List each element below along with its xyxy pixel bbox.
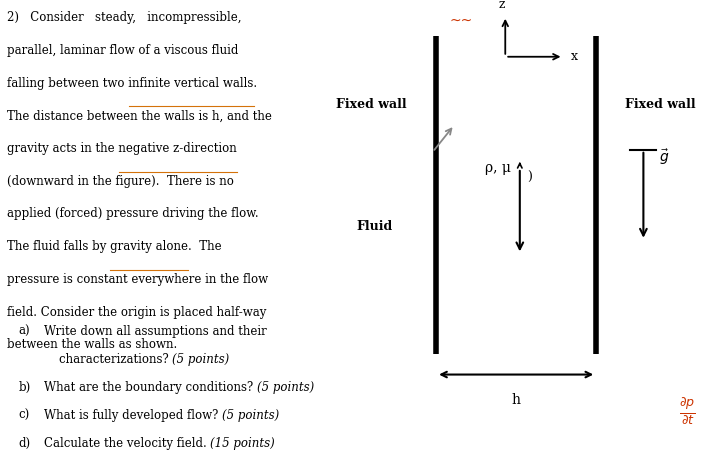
Text: 2)   Consider   steady,   incompressible,: 2) Consider steady, incompressible,	[7, 11, 242, 25]
Text: $\frac{\partial p}{\partial t}$: $\frac{\partial p}{\partial t}$	[679, 396, 695, 427]
Text: a): a)	[18, 325, 30, 338]
Text: gravity acts in the negative z-direction: gravity acts in the negative z-direction	[7, 142, 237, 155]
Text: pressure is constant everywhere in the flow: pressure is constant everywhere in the f…	[7, 273, 268, 286]
Text: Fluid: Fluid	[356, 221, 393, 233]
Text: z: z	[499, 0, 505, 11]
Text: d): d)	[18, 437, 31, 450]
Text: (5 points): (5 points)	[222, 409, 279, 422]
Text: c): c)	[18, 409, 29, 422]
Text: ~~: ~~	[450, 14, 473, 28]
Text: (15 points): (15 points)	[210, 437, 275, 450]
Text: falling between two infinite vertical walls.: falling between two infinite vertical wa…	[7, 77, 257, 90]
Text: between the walls as shown.: between the walls as shown.	[7, 338, 177, 351]
Text: (5 points): (5 points)	[172, 353, 230, 366]
Text: Write down all assumptions and their: Write down all assumptions and their	[44, 325, 266, 338]
Text: field. Consider the origin is placed half-way: field. Consider the origin is placed hal…	[7, 306, 267, 319]
Text: Calculate the velocity field.: Calculate the velocity field.	[44, 437, 210, 450]
Text: (5 points): (5 points)	[257, 381, 314, 394]
Text: (downward in the figure).  There is no: (downward in the figure). There is no	[7, 175, 234, 188]
Text: b): b)	[18, 381, 31, 394]
Text: $\vec{g}$: $\vec{g}$	[659, 148, 670, 167]
Text: ρ, μ: ρ, μ	[485, 161, 511, 175]
Text: What is fully developed flow?: What is fully developed flow?	[44, 409, 222, 422]
Text: parallel, laminar flow of a viscous fluid: parallel, laminar flow of a viscous flui…	[7, 44, 238, 57]
Text: The fluid falls by gravity alone.  The: The fluid falls by gravity alone. The	[7, 240, 222, 253]
Text: Fixed wall: Fixed wall	[625, 98, 696, 111]
Text: ): )	[527, 171, 532, 183]
Text: What are the boundary conditions?: What are the boundary conditions?	[44, 381, 257, 394]
Text: The distance between the walls is h, and the: The distance between the walls is h, and…	[7, 109, 272, 123]
Text: Fixed wall: Fixed wall	[337, 98, 407, 111]
Text: applied (forced) pressure driving the flow.: applied (forced) pressure driving the fl…	[7, 207, 259, 221]
Text: characterizations?: characterizations?	[44, 353, 172, 366]
Text: x: x	[571, 50, 578, 63]
Text: h: h	[512, 393, 521, 407]
